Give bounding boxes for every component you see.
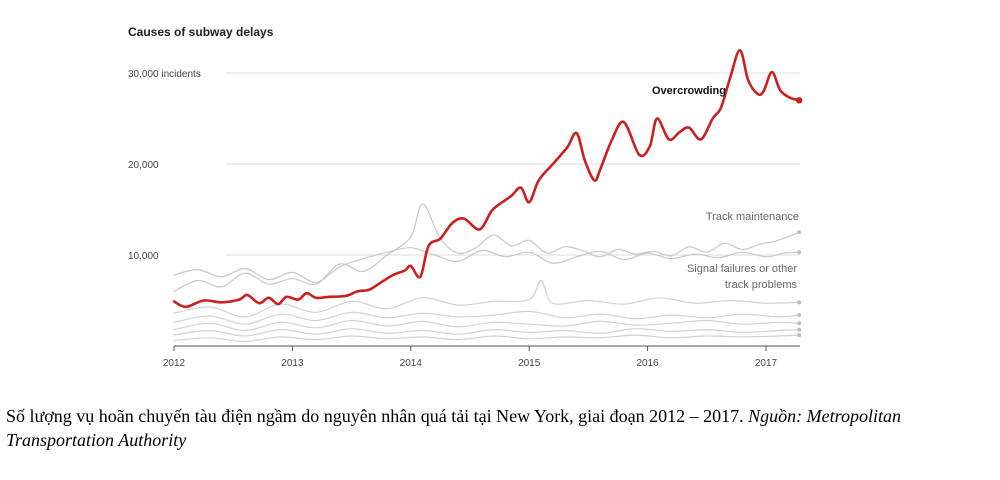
series-line-7	[173, 334, 800, 343]
series-line-1	[173, 203, 800, 292]
series-line-0	[172, 48, 801, 309]
x-tick-label-2017: 2017	[755, 358, 778, 369]
series-line-6	[173, 328, 800, 337]
series-label-signal-failures-line1: Signal failures or other	[687, 263, 797, 275]
series-line-4	[173, 310, 800, 325]
series-label-signal-failures-line2: track problems	[725, 279, 798, 291]
x-tick-label-2016: 2016	[636, 358, 659, 369]
figure-caption: Số lượng vụ hoãn chuyến tàu điện ngầm do…	[6, 404, 986, 452]
series-label-track-maintenance: Track maintenance	[706, 211, 799, 223]
series-line-3	[173, 279, 800, 318]
series-endpoint-7	[797, 333, 802, 338]
y-tick-label-30000: 30,000 incidents	[128, 69, 201, 80]
series-endpoint-3	[797, 300, 802, 305]
series-endpoint-6	[797, 327, 802, 332]
series-label-overcrowding: Overcrowding	[652, 85, 726, 97]
caption-source: Nguồn: Metropolitan Transportation Autho…	[6, 406, 901, 450]
line-chart: Causes of subway delays 30,000 incidents…	[128, 25, 803, 369]
x-tick-label-2013: 2013	[281, 358, 304, 369]
gridlines	[226, 72, 800, 256]
chart-title: Causes of subway delays	[128, 25, 274, 39]
x-tick-label-2015: 2015	[518, 358, 541, 369]
caption-text: Số lượng vụ hoãn chuyến tàu điện ngầm do…	[6, 406, 749, 426]
series-lines	[172, 48, 803, 343]
x-axis: 2012 2013 2014 2015 2016 2017	[163, 345, 800, 369]
x-tick-label-2014: 2014	[400, 358, 423, 369]
series-endpoint-5	[797, 321, 802, 326]
y-tick-label-10000: 10,000	[128, 251, 159, 262]
series-endpoint-2	[797, 250, 802, 255]
y-axis-ticks: 30,000 incidents 20,000 10,000	[128, 69, 201, 262]
y-tick-label-20000: 20,000	[128, 160, 159, 171]
x-tick-label-2012: 2012	[163, 358, 186, 369]
series-endpoint-0	[795, 97, 803, 104]
series-endpoint-1	[797, 230, 802, 235]
series-line-5	[173, 319, 800, 332]
series-line-2	[173, 247, 800, 283]
series-endpoint-4	[797, 313, 802, 318]
